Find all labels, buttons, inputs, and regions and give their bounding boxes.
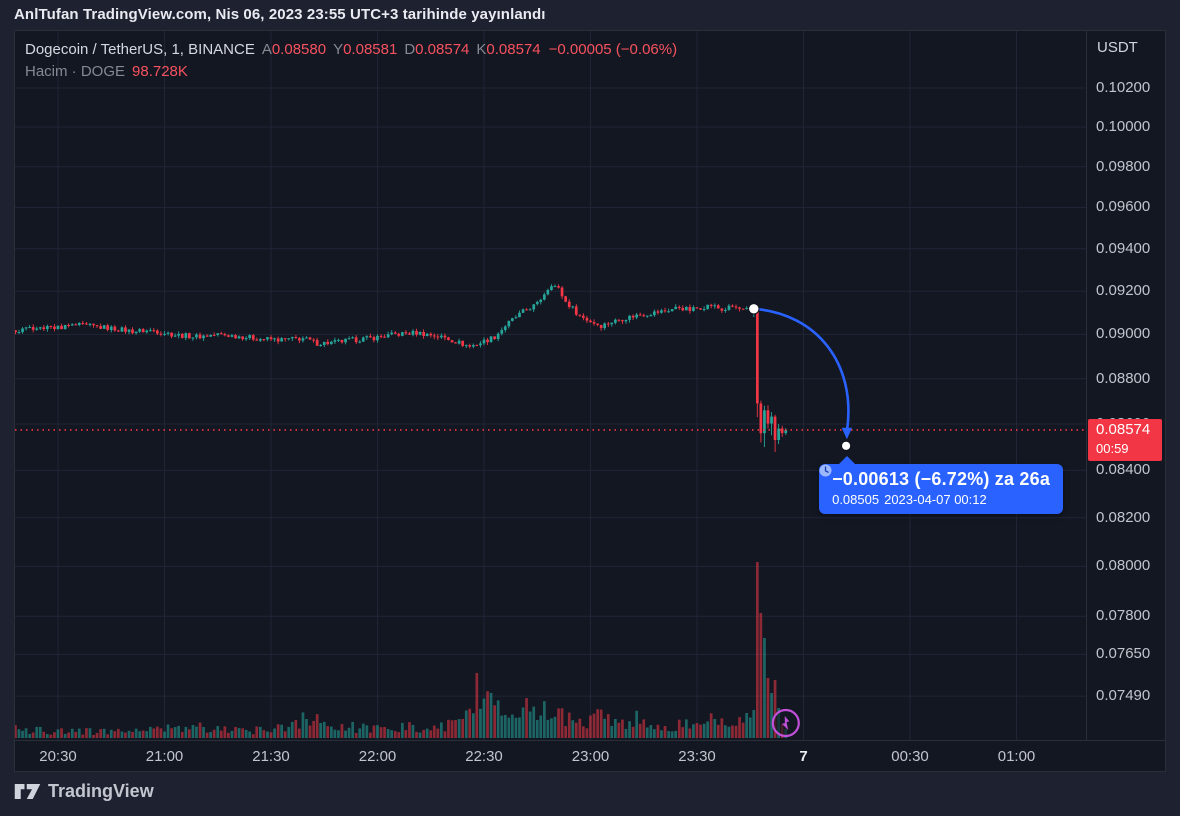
clock-icon [819, 464, 832, 477]
price-tick-label: 0.08400 [1096, 461, 1151, 479]
time-tick-label: 21:30 [252, 748, 290, 765]
time-tick-label: 01:00 [997, 748, 1036, 765]
volume-bars [15, 562, 788, 738]
chart-pane[interactable]: Dogecoin / TetherUS, 1, BINANCE A0.08580 Y… [15, 31, 1086, 740]
volume-value: 98.728K [132, 63, 188, 80]
ohlc-key: D [404, 41, 416, 58]
price-tick-label: 0.09600 [1096, 198, 1151, 216]
price-tick-label: 0.09000 [1096, 325, 1151, 343]
ohlc-value: 0.08580 [271, 41, 327, 58]
ohlc-key: A [261, 41, 272, 58]
chart-panel: Dogecoin / TetherUS, 1, BINANCE A0.08580 Y… [14, 30, 1166, 772]
price-tick-label: 0.07800 [1096, 607, 1151, 625]
legend-row-volume[interactable]: Hacim · DOGE 98.728K [25, 61, 677, 83]
measure-end-dot [841, 440, 852, 451]
time-tick-label: 21:00 [145, 748, 184, 765]
time-tick-label: 22:00 [358, 748, 397, 765]
ohlc-value: 0.08581 [343, 41, 398, 58]
brand-name: TradingView [48, 781, 154, 801]
measure-detail-row: 0.08505 2023-04-07 00:12 [819, 464, 1050, 507]
price-tick-label: 0.07490 [1096, 687, 1151, 705]
price-tick-label: 0.09400 [1096, 239, 1151, 257]
grid-horizontal [15, 87, 1086, 697]
tradingview-logo-icon [14, 784, 41, 799]
time-tick-label: 23:30 [678, 748, 716, 765]
symbol-legend: Dogecoin / TetherUS, 1, BINANCE A0.08580 Y… [25, 39, 677, 83]
candles [15, 284, 788, 453]
ohlc-key: Y [333, 41, 344, 58]
price-tick-label: 0.10000 [1096, 118, 1151, 135]
price-tick-label: 0.07650 [1096, 645, 1151, 663]
time-tick-label: 00:30 [891, 748, 929, 765]
time-tick-label: 7 [799, 748, 808, 765]
published-line: AnlTufan TradingView.com, Nis 06, 2023 2… [14, 6, 546, 23]
measure-change-text: −0.00613 (−6.72%) za 26a [832, 468, 1051, 489]
current-price-value: 0.08574 [1096, 420, 1151, 438]
lightning-event-icon[interactable] [771, 708, 800, 738]
price-tick-label: 0.08800 [1096, 369, 1151, 387]
measure-callout: −0.00613 (−6.72%) za 26a 0.08505 2023-04… [819, 455, 1064, 514]
price-axis[interactable]: USDT 0.10200 0.10000 0.09800 0.09600 0.09400… [1086, 31, 1166, 740]
measure-arrow [748, 303, 853, 451]
snapshot-header-strip: AnlTufan TradingView.com, Nis 06, 2023 2… [0, 0, 1180, 30]
time-tick-label: 23:00 [571, 748, 610, 765]
snapshot-footer-strip: TradingView [0, 772, 1180, 816]
time-tick-label: 20:30 [39, 748, 77, 765]
bar-countdown: 00:59 [1096, 440, 1129, 456]
ohlc-value: 0.08574 [486, 41, 541, 58]
time-axis[interactable]: 20:30 21:00 21:30 22:00 22:30 23:00 23:30 7 00:3… [15, 740, 1165, 772]
grid-vertical [57, 31, 1017, 740]
price-tick-label: 0.09200 [1096, 282, 1151, 300]
measure-price: 0.08505 [832, 491, 880, 507]
tradingview-brand[interactable]: TradingView [14, 781, 154, 802]
volume-label: Hacim · DOGE [25, 63, 126, 80]
measure-start-dot [748, 303, 760, 315]
current-price-label: 0.08574 00:59 [1088, 418, 1162, 461]
legend-row-main[interactable]: Dogecoin / TetherUS, 1, BINANCE A0.08580 Y… [25, 39, 677, 61]
measure-datetime: 2023-04-07 00:12 [884, 491, 987, 507]
price-tick-label: 0.08200 [1096, 508, 1151, 526]
ohlc-values: A0.08580 Y0.08581 D0.08574 K0.08574 [255, 41, 541, 58]
price-tick-label: 0.09800 [1096, 157, 1151, 175]
ohlc-key: K [476, 41, 487, 58]
price-tick-label: 0.10200 [1096, 79, 1151, 96]
time-tick-label: 22:30 [465, 748, 503, 765]
symbol-title: Dogecoin / TetherUS, 1, BINANCE [25, 41, 255, 58]
price-tick-label: 0.08000 [1096, 557, 1151, 575]
ohlc-value: 0.08574 [415, 41, 470, 58]
candlestick-chart [15, 31, 1086, 740]
axis-currency-label: USDT [1097, 39, 1138, 56]
change-value: −0.00005 (−0.06%) [548, 41, 678, 58]
